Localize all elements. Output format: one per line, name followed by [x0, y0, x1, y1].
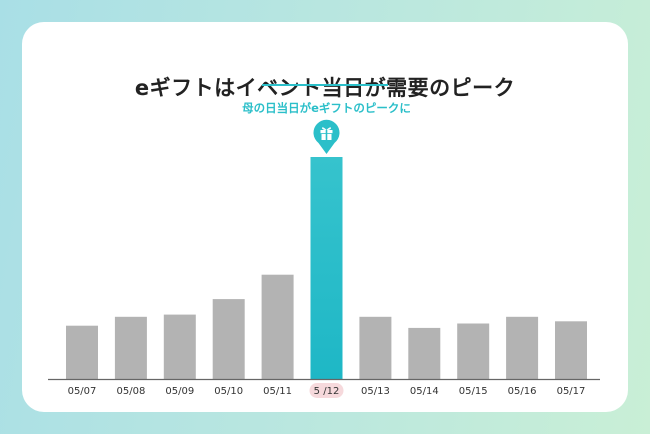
highlight-tick-bg — [309, 383, 344, 398]
x-tick-label-3: 05/10 — [214, 386, 243, 397]
bar-1 — [114, 316, 147, 379]
bar-3 — [212, 299, 245, 379]
x-tick-label-0: 05/07 — [68, 386, 97, 397]
gift-icon — [320, 127, 333, 140]
x-tick-label-8: 05/15 — [459, 386, 488, 397]
x-tick-label-2: 05/09 — [165, 386, 194, 397]
x-tick-label-6: 05/13 — [361, 386, 390, 397]
bar-8 — [457, 323, 490, 379]
x-tick-label-1: 05/08 — [116, 386, 145, 397]
bar-6 — [359, 316, 392, 379]
chart-title: eギフトはイベント当日が需要のピーク — [134, 76, 516, 100]
x-tick-label-7: 05/14 — [410, 386, 439, 397]
title-underline — [262, 84, 388, 86]
annotation-text: 母の日当日がeギフトのピークに — [242, 101, 411, 115]
bar-10 — [555, 321, 587, 379]
x-tick-label-9: 05/16 — [508, 386, 537, 397]
bar-5 — [310, 157, 343, 379]
x-tick-label-5: 5 /12 — [314, 386, 340, 397]
bar-9 — [506, 316, 539, 379]
bar-0 — [66, 325, 98, 379]
bar-7 — [408, 327, 441, 379]
bar-2 — [163, 314, 196, 379]
x-tick-label-10: 05/17 — [557, 386, 586, 397]
bar-4 — [261, 274, 294, 379]
x-tick-label-4: 05/11 — [263, 386, 292, 397]
